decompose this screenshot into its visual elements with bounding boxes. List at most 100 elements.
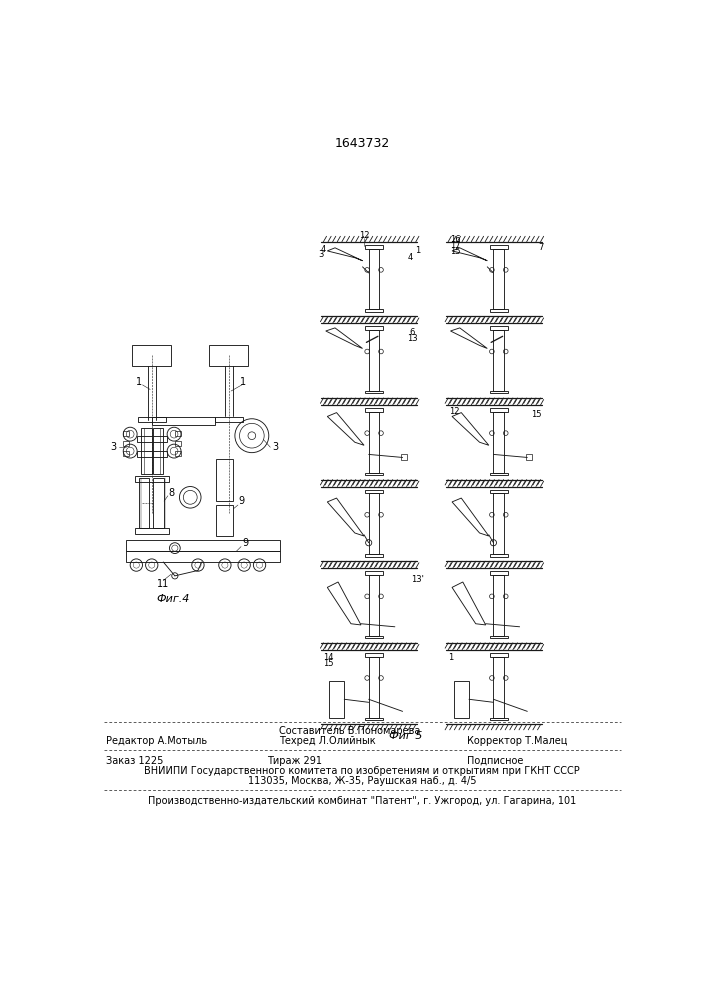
Text: 15: 15 (532, 410, 542, 419)
Bar (489, 718, 508, 720)
Text: 14: 14 (322, 653, 333, 662)
Bar (365, 653, 383, 657)
Bar (493, 249, 504, 309)
Bar (138, 417, 165, 422)
Text: Подписное: Подписное (467, 756, 524, 766)
Bar (153, 478, 164, 528)
Bar (135, 528, 170, 534)
Bar (368, 657, 380, 718)
Bar (135, 476, 170, 482)
Text: 113035, Москва, Ж-35, Раушская наб., д. 4/5: 113035, Москва, Ж-35, Раушская наб., д. … (247, 776, 477, 786)
Bar (209, 345, 248, 366)
Bar (493, 330, 504, 391)
Text: ВНИИПИ Государственного комитета по изобретениям и открытиям при ГКНТ СССР: ВНИИПИ Государственного комитета по изоб… (144, 766, 580, 776)
Bar (141, 428, 152, 474)
Bar (365, 326, 383, 330)
Text: 15: 15 (322, 659, 333, 668)
Text: Тираж 291: Тираж 291 (267, 756, 322, 766)
Bar (365, 636, 383, 638)
Bar (489, 391, 508, 393)
Bar (368, 493, 380, 554)
Text: 12: 12 (449, 407, 460, 416)
Bar (365, 391, 383, 393)
Text: 1643732: 1643732 (334, 137, 390, 150)
Text: Техред Л.Олийнык: Техред Л.Олийнык (279, 736, 375, 746)
Bar (175, 431, 181, 436)
Text: 9: 9 (243, 538, 249, 548)
Text: 4: 4 (321, 245, 326, 254)
Bar (152, 417, 215, 425)
Bar (153, 428, 163, 474)
Bar (368, 330, 380, 391)
Bar (123, 441, 129, 446)
Bar (368, 412, 380, 473)
Bar (215, 417, 243, 422)
Bar (493, 575, 504, 636)
Text: 15: 15 (450, 247, 460, 256)
Bar (329, 681, 344, 718)
Bar (216, 459, 233, 501)
Text: 16: 16 (450, 235, 460, 244)
Bar (123, 431, 129, 436)
Bar (365, 473, 383, 475)
Text: 12: 12 (359, 231, 370, 240)
Text: Производственно-издательский комбинат "Патент", г. Ужгород, ул. Гагарина, 101: Производственно-издательский комбинат "П… (148, 796, 576, 806)
Bar (126, 551, 279, 562)
Text: 3: 3 (318, 250, 324, 259)
Text: 3: 3 (110, 442, 117, 452)
Bar (368, 249, 380, 309)
Bar (365, 718, 383, 720)
Text: 13': 13' (411, 575, 423, 584)
Bar (489, 490, 508, 493)
Text: 1: 1 (136, 377, 143, 387)
Bar (365, 571, 383, 575)
Bar (126, 540, 279, 551)
Bar (489, 571, 508, 575)
Text: Редактор А.Мотыль: Редактор А.Мотыль (105, 736, 206, 746)
Bar (123, 451, 129, 456)
Bar (365, 554, 383, 557)
Text: 1: 1 (240, 377, 247, 387)
Bar (489, 554, 508, 557)
Text: Фиг.4: Фиг.4 (157, 594, 190, 604)
Bar (401, 454, 407, 460)
Bar (493, 412, 504, 473)
Bar (454, 681, 469, 718)
Bar (216, 505, 233, 536)
Text: Заказ 1225: Заказ 1225 (105, 756, 163, 766)
Bar (365, 490, 383, 493)
Bar (489, 309, 508, 312)
Bar (493, 493, 504, 554)
Bar (489, 653, 508, 657)
Text: 13: 13 (407, 334, 417, 343)
Text: 4: 4 (408, 253, 413, 262)
Bar (137, 436, 167, 442)
Bar (365, 245, 383, 249)
Bar (526, 454, 532, 460)
Bar (489, 326, 508, 330)
Bar (132, 345, 171, 366)
Bar (139, 478, 149, 528)
Text: Фиг 5: Фиг 5 (389, 731, 423, 741)
Text: 1: 1 (415, 246, 420, 255)
Text: 1: 1 (448, 653, 453, 662)
Bar (368, 575, 380, 636)
Text: 6: 6 (409, 328, 415, 337)
Bar (175, 441, 181, 446)
Bar (365, 408, 383, 412)
Bar (489, 473, 508, 475)
Text: 3: 3 (272, 442, 278, 452)
Text: 7: 7 (538, 243, 543, 252)
Bar (137, 451, 167, 457)
Bar (493, 657, 504, 718)
Bar (489, 245, 508, 249)
Text: 8: 8 (169, 488, 175, 498)
Text: Составитель В.Пономарева: Составитель В.Пономарева (279, 726, 420, 736)
Bar (365, 309, 383, 312)
Bar (489, 408, 508, 412)
Text: 17: 17 (450, 241, 460, 250)
Text: Корректор Т.Малец: Корректор Т.Малец (467, 736, 568, 746)
Bar (175, 451, 181, 456)
Text: 9: 9 (238, 496, 244, 506)
Text: 11: 11 (157, 579, 170, 589)
